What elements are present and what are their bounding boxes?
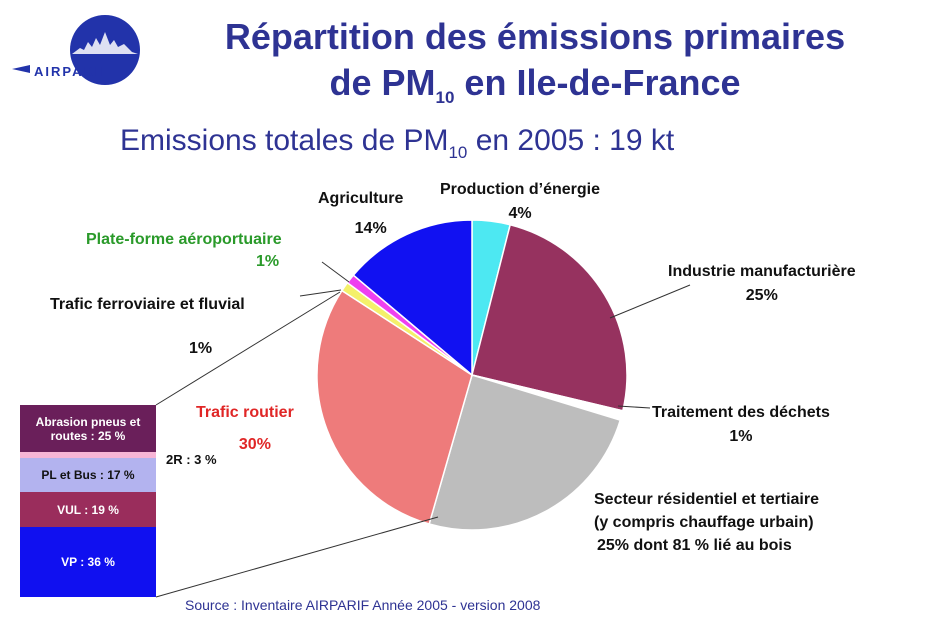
stack-segment-pl-bus: PL et Bus : 17 % — [20, 458, 156, 492]
stack-segment-abrasion: Abrasion pneus et routes : 25 % — [20, 405, 156, 452]
label-trafic-routier: Trafic routier 30% — [196, 404, 294, 454]
label-industrie-pct: 25% — [745, 287, 778, 304]
label-routier-name: Trafic routier — [196, 404, 294, 421]
label-industrie-name: Industrie manufacturière — [668, 263, 856, 280]
label-aero-pct: 1% — [256, 253, 280, 270]
zoom-line-bottom — [155, 516, 439, 598]
title-region: en Ile-de-France — [454, 62, 741, 103]
stack-label-vul: VUL : 19 % — [57, 502, 119, 517]
pie-slice-trafic-routier — [316, 289, 473, 525]
pie-slice-agriculture — [352, 219, 473, 377]
label-ferro-pct: 1% — [189, 340, 213, 357]
label-industrie: Industrie manufacturière 25% — [668, 263, 856, 305]
page-title-line1: Répartition des émissions primaires — [224, 16, 846, 57]
airparif-logo: AIRPARIF — [10, 14, 140, 89]
label-production-energie: Production d’énergie 4% — [440, 181, 600, 223]
label-aeroportuaire: Plate-forme aéroportuaire 1% — [86, 231, 282, 271]
label-routier-pct: 30% — [238, 436, 271, 453]
stack-label-pl-bus: PL et Bus : 17 % — [41, 468, 135, 482]
label-residentiel: Secteur résidentiel et tertiaire (y comp… — [594, 488, 819, 557]
label-dechets-name: Traitement des déchets — [652, 404, 830, 421]
label-ferro-name: Trafic ferroviaire et fluvial — [50, 296, 245, 313]
label-agriculture-pct: 14% — [354, 220, 387, 237]
leader-ferro — [299, 289, 342, 297]
stack-segment-vul: VUL : 19 % — [20, 492, 156, 527]
label-agriculture: Agriculture 14% — [318, 190, 403, 238]
logo-text: AIRPARIF — [34, 64, 111, 79]
title-pm: de PM — [329, 62, 436, 103]
leader-dechets — [617, 405, 651, 409]
label-dechets-pct: 1% — [729, 428, 753, 445]
label-dechets: Traitement des déchets 1% — [652, 404, 830, 446]
stack-label-abrasion: Abrasion pneus et routes : 25 % — [35, 414, 141, 443]
subtitle-prefix: Emissions totales de PM — [120, 124, 449, 157]
pie-slice-residentiel — [428, 374, 622, 531]
label-production-pct: 4% — [508, 205, 532, 222]
label-production-name: Production d’énergie — [440, 181, 601, 198]
subtitle-subscript: 10 — [448, 143, 468, 162]
leader-industrie — [609, 284, 691, 319]
label-ferroviaire: Trafic ferroviaire et fluvial — [50, 296, 245, 314]
stack-segment-2r — [20, 452, 156, 458]
chart-subtitle: Emissions totales de PM10 en 2005 : 19 k… — [120, 124, 675, 162]
subtitle-suffix: en 2005 : 19 kt — [467, 124, 675, 157]
stack-label-2r: 2R : 3 % — [166, 452, 217, 467]
label-resid-line2: (y compris chauffage urbain) — [594, 514, 814, 531]
label-resid-line3: 25% dont 81 % lié au bois — [597, 537, 792, 554]
stack-label-vp: VP : 36 % — [61, 555, 115, 569]
logo-emblem — [12, 15, 140, 85]
leader-aero — [321, 261, 350, 283]
stack-segment-vp: VP : 36 % — [20, 527, 156, 597]
page-title-line2: de PM10 en Ile-de-France — [150, 62, 920, 111]
label-resid-line1: Secteur résidentiel et tertiaire — [594, 491, 819, 508]
pie-slice-industrie — [471, 223, 628, 412]
title-pm-subscript: 10 — [435, 88, 455, 107]
label-aero-name: Plate-forme aéroportuaire — [86, 231, 282, 248]
label-agriculture-name: Agriculture — [318, 190, 404, 207]
source-note: Source : Inventaire AIRPARIF Année 2005 … — [185, 597, 541, 613]
zoom-line-top — [155, 291, 341, 406]
